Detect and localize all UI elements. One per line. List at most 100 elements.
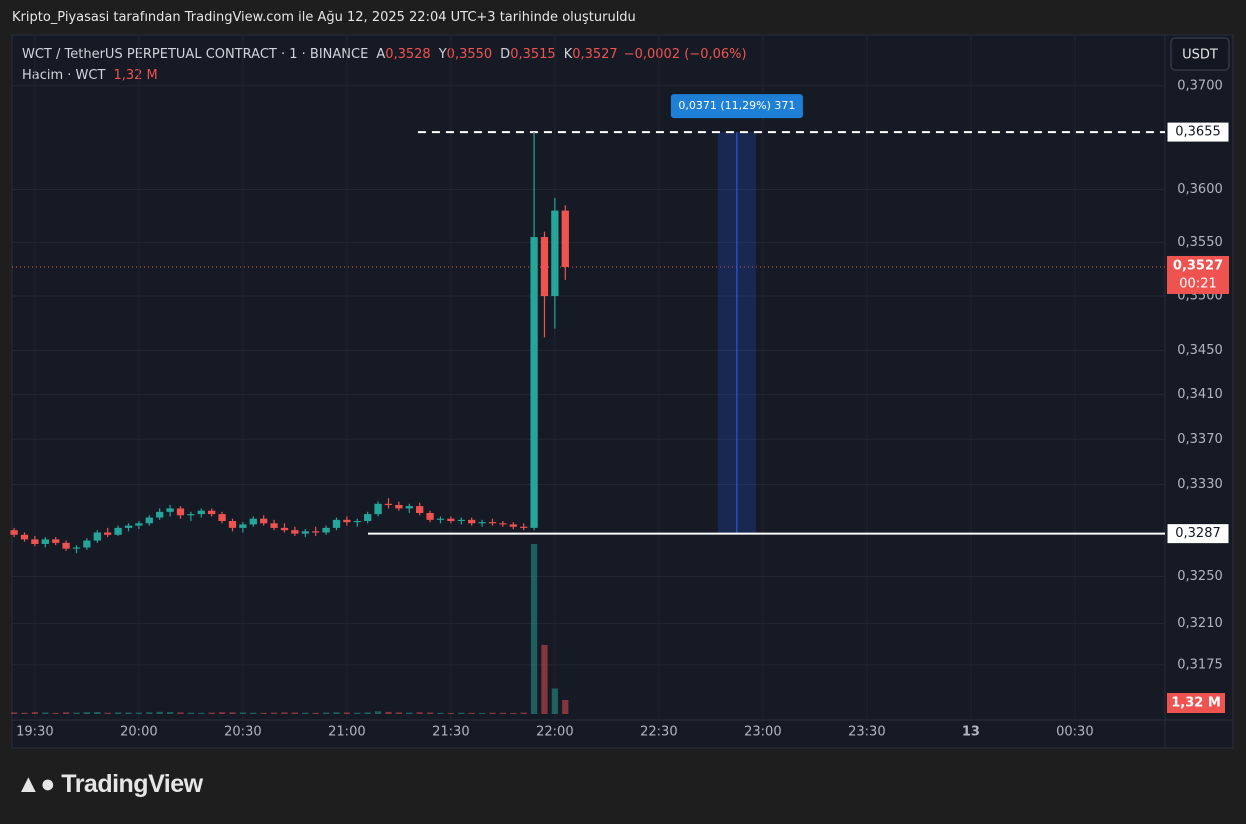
volume-bar: [489, 712, 496, 714]
candle-body: [353, 520, 361, 523]
volume-bar: [437, 712, 444, 714]
y-tick-label: 0,3330: [1177, 477, 1223, 492]
volume-bar: [395, 712, 402, 714]
volume-bar: [520, 712, 527, 714]
y-tick-label: 0,3700: [1177, 78, 1223, 93]
y-tick-label: 0,3410: [1177, 387, 1223, 402]
ohlc-label: K: [564, 47, 573, 62]
y-tick-label: 0,3450: [1177, 343, 1223, 358]
x-tick-label: 19:30: [16, 725, 53, 740]
candle-body: [156, 511, 164, 518]
volume-bar: [499, 712, 506, 714]
x-tick-label: 23:30: [848, 725, 885, 740]
candle-body: [93, 532, 101, 541]
y-tick-label: 0,3210: [1177, 616, 1223, 631]
volume-bar: [73, 712, 80, 714]
candle-body: [176, 508, 185, 516]
y-tick-label: 0,3550: [1177, 235, 1223, 250]
x-tick-label: 21:00: [328, 725, 365, 740]
volume-bar: [260, 712, 267, 714]
volume-bar: [478, 712, 486, 714]
volume-bar: [104, 712, 111, 714]
volume-bar: [333, 712, 340, 714]
candle-body: [478, 522, 486, 524]
candle-body: [291, 530, 299, 534]
logo-text: TradingView: [61, 770, 203, 798]
candle-body: [395, 504, 403, 509]
volume-bar: [416, 712, 423, 714]
x-tick-label: 13: [962, 725, 980, 740]
volume-bar: [530, 544, 538, 714]
current-price-box: [1167, 255, 1229, 294]
volume-bar: [156, 711, 163, 714]
symbol: WCT / TetherUS PERPETUAL CONTRACT · 1 · …: [22, 47, 368, 62]
candle-body: [374, 503, 382, 515]
x-tick-label: 22:00: [536, 725, 573, 740]
candle-body: [405, 506, 413, 509]
volume-bar: [52, 712, 59, 714]
candle-body: [104, 532, 112, 535]
volume-bar: [208, 712, 215, 714]
currency-button[interactable]: [1170, 37, 1230, 71]
y-tick-label: 0,3250: [1177, 569, 1223, 584]
volume-bar: [541, 644, 548, 714]
x-tick-label: 22:30: [640, 725, 677, 740]
volume-bar: [385, 711, 392, 714]
ohlc-value: 0,3528: [385, 47, 431, 62]
volume-bar: [281, 712, 288, 714]
volume-bar: [322, 712, 330, 714]
x-tick-label: 00:30: [1056, 725, 1093, 740]
volume-bar: [166, 712, 174, 714]
volume-bar: [187, 712, 194, 714]
candle-body: [416, 506, 424, 513]
volume-name: Hacim · WCT: [22, 68, 105, 83]
volume-bar: [31, 712, 38, 714]
volume-bar: [270, 712, 278, 714]
volume-bar: [551, 688, 558, 714]
measure-label: 0,0371 (11,29%) 371: [678, 99, 795, 112]
volume-bar: [374, 711, 382, 714]
volume-bar: [146, 712, 153, 714]
volume-legend-value: 1,32 M: [113, 68, 157, 83]
volume-label-box: [1167, 693, 1225, 713]
candle-body: [114, 527, 122, 535]
volume-bar: [198, 712, 205, 714]
chart: USDT WCT / TetherUS PERPETUAL CONTRACT ·…: [10, 34, 1234, 749]
candle-body: [135, 523, 143, 526]
volume-bar: [239, 712, 246, 714]
candle-body: [520, 526, 528, 528]
candle-body: [41, 539, 49, 545]
volume-bar: [62, 712, 70, 714]
volume-bar: [354, 712, 361, 714]
candle-body: [166, 508, 174, 512]
candle-body: [239, 524, 247, 528]
volume-bar: [218, 712, 226, 714]
volume-bar: [562, 699, 569, 714]
candle-body: [301, 531, 309, 534]
volume-bar: [447, 712, 454, 714]
ohlc-label: D: [500, 47, 510, 62]
candle-body: [488, 522, 497, 524]
x-tick-label: 20:00: [120, 725, 157, 740]
candle-body: [436, 518, 445, 520]
ohlc-value: 0,3527: [572, 47, 618, 62]
candle-body: [322, 527, 330, 533]
y-tick-label: 0,3175: [1177, 657, 1223, 672]
x-tick-label: 21:30: [432, 725, 469, 740]
volume-bar: [21, 712, 28, 714]
volume-bar: [458, 712, 465, 714]
volume-bar: [94, 711, 101, 714]
currency[interactable]: USDT: [1182, 48, 1218, 63]
candle-body: [31, 539, 39, 545]
current-price-label: 0,3527: [1173, 258, 1223, 273]
legend: WCT / TetherUS PERPETUAL CONTRACT · 1 · …: [22, 47, 747, 62]
logo: ▲● TradingView: [16, 770, 203, 798]
level-label-box: [1166, 121, 1230, 143]
candle-body: [52, 539, 60, 543]
level-label: 0,3655: [1175, 125, 1221, 140]
candle-body: [83, 540, 91, 548]
candle-body: [457, 519, 465, 521]
candle-body: [426, 512, 434, 520]
candle-body: [551, 210, 559, 297]
